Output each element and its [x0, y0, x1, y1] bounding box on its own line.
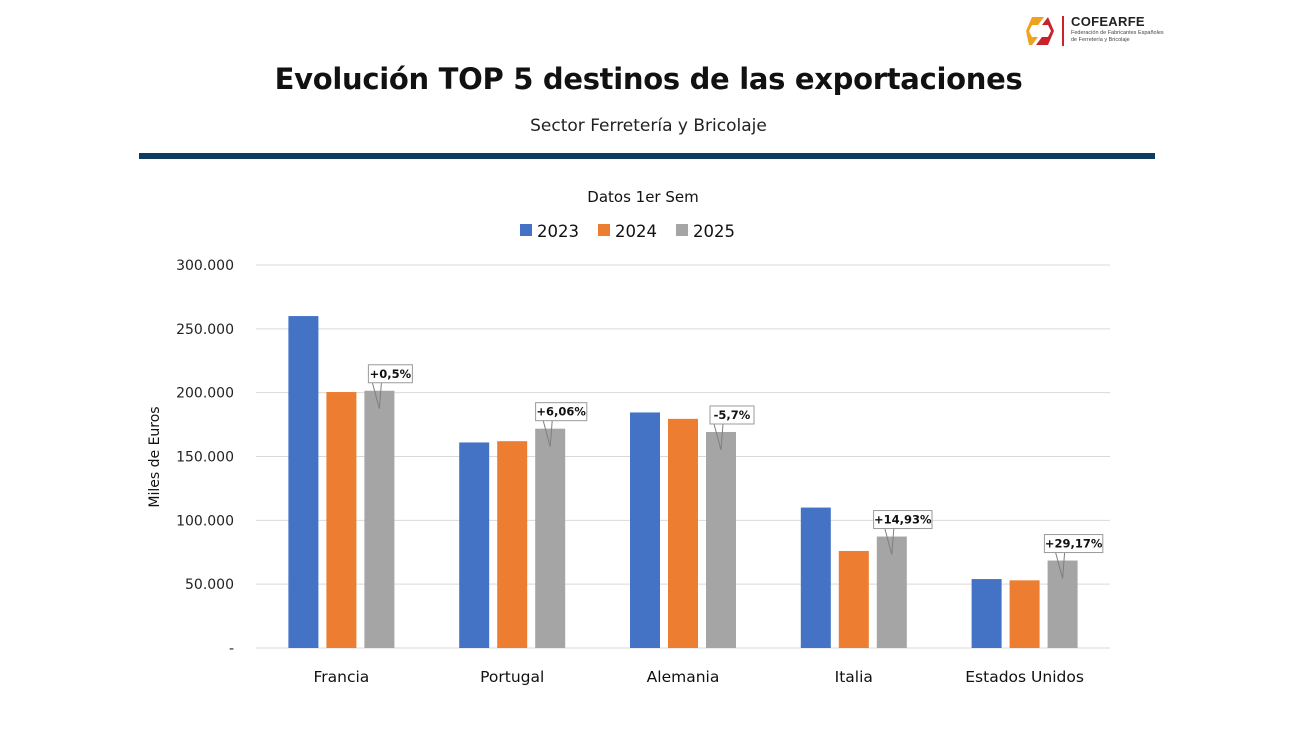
callout-label: -5,7%	[714, 408, 751, 422]
legend-label: 2024	[615, 222, 657, 241]
bar-portugal-2024	[497, 441, 528, 648]
x-category-label: Italia	[835, 668, 873, 686]
legend-label: 2023	[537, 222, 579, 241]
cofearfe-logo: COFEARFE Federación de Fabricantes Españ…	[1024, 14, 1184, 50]
legend-label: 2025	[693, 222, 735, 241]
y-axis-ticks: - 50.000 100.000 150.000 200.000 250.000 300.0…	[176, 258, 234, 657]
y-tick-label: 150.000	[176, 450, 234, 466]
callout-box	[1043, 534, 1104, 554]
bar-francia-2023	[288, 316, 319, 648]
y-tick-label: 250.000	[176, 322, 234, 338]
callout-box	[709, 405, 755, 425]
callout-label: +6,06%	[536, 405, 586, 419]
callout-box	[367, 364, 413, 384]
legend-swatch	[520, 224, 532, 236]
x-axis-labels: Francia Portugal Alemania Italia Estados Uni…	[313, 668, 1083, 686]
callout-label: +14,93%	[874, 513, 932, 527]
y-tick-label: 50.000	[185, 577, 234, 593]
bar-francia-2025	[364, 390, 395, 648]
bar-estados-unidos-2023	[971, 579, 1002, 648]
y-tick-label: 300.000	[176, 258, 234, 274]
chart-title: Datos 1er Sem	[587, 188, 698, 206]
legend-swatch	[676, 224, 688, 236]
legend-item-2024: 2024	[598, 222, 657, 241]
legend-item-2023: 2023	[520, 222, 579, 241]
brand-tagline-line2: de Ferretería y Bricolaje	[1071, 36, 1130, 43]
legend-item-2025: 2025	[676, 222, 735, 241]
change-callout: +0,5%	[367, 364, 413, 409]
bar-italia-2023	[800, 507, 831, 648]
x-category-label: Alemania	[647, 668, 720, 686]
bar-francia-2024	[326, 392, 357, 648]
change-callout: +14,93%	[873, 510, 933, 555]
change-callout: +29,17%	[1043, 534, 1104, 579]
y-axis-label: Miles de Euros	[147, 406, 163, 507]
callout-box	[535, 402, 588, 422]
change-callout: +6,06%	[535, 402, 588, 447]
chart-callouts: +0,5% +6,06% -5,7% +14,93% +29,17%	[367, 364, 1104, 579]
cofearfe-logo-icon	[1026, 17, 1054, 45]
x-category-label: Portugal	[480, 668, 544, 686]
page-title: Evolución TOP 5 destinos de las exportac…	[274, 62, 1023, 96]
callout-pointer	[371, 382, 382, 409]
legend-swatch	[598, 224, 610, 236]
change-callout: -5,7%	[709, 405, 755, 451]
callout-pointer	[713, 423, 724, 451]
page-subtitle: Sector Ferretería y Bricolaje	[530, 116, 767, 136]
y-tick-label: 200.000	[176, 386, 234, 402]
bar-alemania-2024	[668, 418, 698, 648]
bar-italia-2025	[876, 536, 907, 648]
callout-pointer	[1055, 552, 1066, 579]
bar-portugal-2025	[535, 428, 566, 648]
callout-box	[873, 510, 933, 530]
callout-label: +0,5%	[370, 367, 412, 381]
bar-portugal-2023	[459, 442, 490, 648]
callout-pointer	[884, 528, 895, 555]
brand-name: COFEARFE	[1071, 14, 1145, 29]
y-tick-label: -	[229, 641, 234, 657]
bar-alemania-2025	[706, 431, 736, 648]
bar-italia-2024	[838, 550, 869, 648]
brand-tagline-line1: Federación de Fabricantes Españoles	[1071, 30, 1164, 36]
callout-label: +29,17%	[1045, 537, 1103, 551]
y-tick-label: 100.000	[176, 513, 234, 529]
bar-alemania-2023	[630, 412, 660, 648]
chart-legend: 2023 2024 2025	[520, 222, 735, 241]
logo-separator	[1062, 16, 1064, 46]
x-category-label: Estados Unidos	[965, 668, 1084, 686]
callout-pointer	[542, 420, 553, 447]
x-category-label: Francia	[313, 668, 369, 686]
bar-estados-unidos-2024	[1009, 580, 1040, 648]
header-divider	[139, 153, 1155, 159]
brand-tagline: Federación de Fabricantes Españoles de F…	[1071, 30, 1181, 43]
